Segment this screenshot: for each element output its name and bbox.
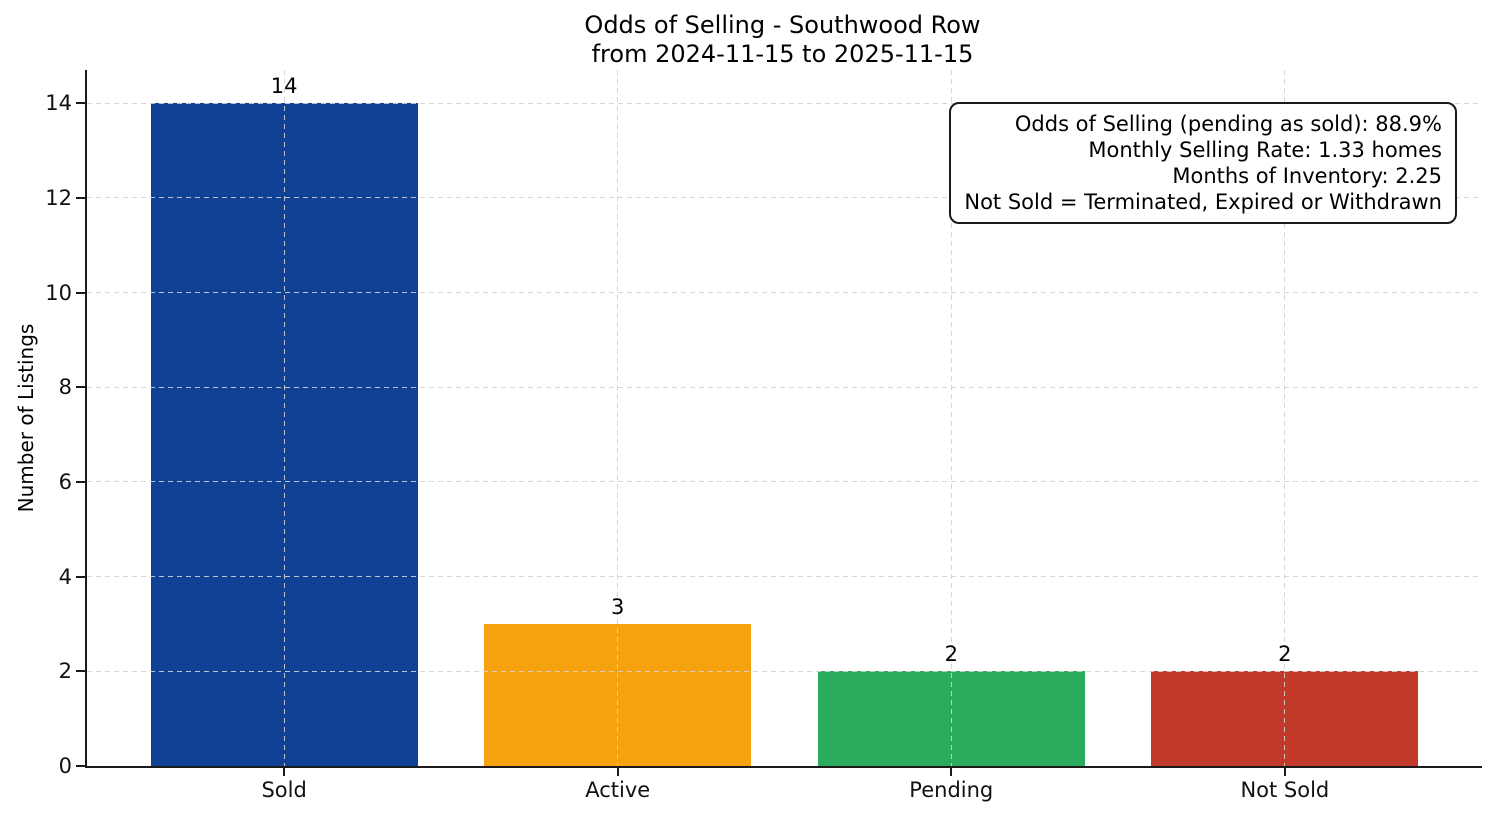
x-tick-mark <box>616 768 619 776</box>
stats-line: Not Sold = Terminated, Expired or Withdr… <box>964 190 1442 214</box>
bar-sold <box>150 103 418 766</box>
y-tick-label: 12 <box>45 185 72 210</box>
y-tick-label: 14 <box>45 91 72 116</box>
x-tick-label-sold: Sold <box>261 778 307 802</box>
x-tick-label-not-sold: Not Sold <box>1240 778 1330 802</box>
chart-title-line2: from 2024-11-15 to 2025-11-15 <box>591 40 974 68</box>
stats-line: Odds of Selling (pending as sold): 88.9% <box>1014 112 1442 136</box>
y-tick-mark <box>76 102 85 105</box>
x-tick-mark <box>283 768 286 776</box>
y-tick-mark <box>76 575 85 578</box>
chart-title-line1: Odds of Selling - Southwood Row <box>584 11 981 39</box>
bar-value-label: 2 <box>1278 642 1292 667</box>
y-tick-mark <box>76 670 85 673</box>
y-tick-mark <box>76 386 85 389</box>
stats-line: Months of Inventory: 2.25 <box>1172 164 1442 188</box>
y-tick-label: 2 <box>58 659 72 684</box>
y-tick-mark <box>76 196 85 199</box>
y-tick-mark <box>76 765 85 767</box>
y-tick-label: 0 <box>58 754 72 778</box>
y-tick-label: 10 <box>45 280 72 305</box>
y-axis-label: Number of Listings <box>14 323 38 513</box>
bar-pending <box>817 671 1085 766</box>
x-tick-label-pending: Pending <box>909 778 994 802</box>
stats-box: Odds of Selling (pending as sold): 88.9%… <box>949 102 1457 224</box>
y-tick-mark <box>76 480 85 483</box>
bar-value-label: 3 <box>611 594 625 619</box>
x-tick-label-active: Active <box>585 778 651 802</box>
x-tick-mark <box>950 768 953 776</box>
y-tick-label: 8 <box>58 375 72 400</box>
chart-title: Odds of Selling - Southwood Row from 202… <box>85 11 1480 69</box>
bar-value-label: 14 <box>270 74 298 99</box>
bar-active <box>484 623 752 766</box>
y-tick-label: 6 <box>58 469 72 494</box>
stats-line: Monthly Selling Rate: 1.33 homes <box>1088 138 1442 162</box>
bar-value-label: 2 <box>944 642 958 667</box>
y-tick-mark <box>76 291 85 294</box>
y-tick-label: 4 <box>58 564 72 589</box>
x-tick-mark <box>1283 768 1286 776</box>
bar-not-sold <box>1151 671 1419 766</box>
